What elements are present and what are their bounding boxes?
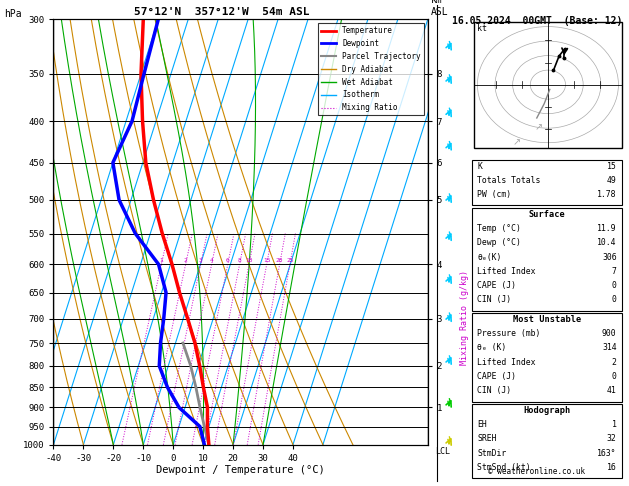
Text: 15: 15	[263, 258, 270, 262]
Text: 16.05.2024  00GMT  (Base: 12): 16.05.2024 00GMT (Base: 12)	[452, 16, 622, 26]
Legend: Temperature, Dewpoint, Parcel Trajectory, Dry Adiabat, Wet Adiabat, Isotherm, Mi: Temperature, Dewpoint, Parcel Trajectory…	[318, 23, 424, 115]
Bar	[474, 21, 622, 148]
Text: 57°12'N  357°12'W  54m ASL: 57°12'N 357°12'W 54m ASL	[134, 7, 309, 17]
Text: hPa: hPa	[4, 9, 21, 19]
Text: Most Unstable: Most Unstable	[513, 315, 581, 324]
Text: θₑ (K): θₑ (K)	[477, 344, 507, 352]
Text: 900: 900	[602, 329, 616, 338]
Bar	[472, 404, 622, 478]
X-axis label: Dewpoint / Temperature (°C): Dewpoint / Temperature (°C)	[156, 466, 325, 475]
Text: LCL: LCL	[435, 447, 450, 456]
Text: EH: EH	[477, 420, 487, 429]
Text: 4: 4	[209, 258, 213, 262]
Text: 10: 10	[245, 258, 253, 262]
Text: StmSpd (kt): StmSpd (kt)	[477, 463, 531, 472]
Text: 0: 0	[611, 295, 616, 304]
Text: ↗: ↗	[512, 137, 520, 147]
Text: 0: 0	[611, 372, 616, 381]
Text: Mixing Ratio (g/kg): Mixing Ratio (g/kg)	[460, 270, 469, 364]
Text: Temp (°C): Temp (°C)	[477, 224, 521, 233]
Text: 15: 15	[607, 161, 616, 171]
Text: 11.9: 11.9	[597, 224, 616, 233]
Text: K: K	[477, 161, 482, 171]
Text: 1.78: 1.78	[597, 190, 616, 199]
Text: 6: 6	[226, 258, 230, 262]
Text: PW (cm): PW (cm)	[477, 190, 511, 199]
Text: Lifted Index: Lifted Index	[477, 358, 536, 367]
Text: 0: 0	[611, 281, 616, 290]
Text: 1: 1	[611, 420, 616, 429]
Bar	[472, 313, 622, 401]
Text: 2: 2	[611, 358, 616, 367]
Text: Surface: Surface	[528, 209, 565, 219]
Text: 7: 7	[611, 267, 616, 276]
Text: 32: 32	[607, 434, 616, 443]
Text: 16: 16	[607, 463, 616, 472]
Text: 3: 3	[199, 258, 203, 262]
Bar	[472, 159, 622, 206]
Text: θₑ(K): θₑ(K)	[477, 253, 502, 261]
Text: CAPE (J): CAPE (J)	[477, 372, 516, 381]
Text: 306: 306	[602, 253, 616, 261]
Text: 8: 8	[238, 258, 242, 262]
Text: 41: 41	[607, 386, 616, 395]
Text: SREH: SREH	[477, 434, 497, 443]
Text: 49: 49	[607, 176, 616, 185]
Text: 314: 314	[602, 344, 616, 352]
Text: ↗: ↗	[535, 122, 543, 133]
Text: 20: 20	[276, 258, 284, 262]
Text: CIN (J): CIN (J)	[477, 295, 511, 304]
Text: Hodograph: Hodograph	[523, 406, 571, 415]
Text: CIN (J): CIN (J)	[477, 386, 511, 395]
Bar	[472, 208, 622, 311]
Text: StmDir: StmDir	[477, 449, 507, 458]
Text: Dewp (°C): Dewp (°C)	[477, 238, 521, 247]
Text: 1: 1	[160, 258, 164, 262]
Text: CAPE (J): CAPE (J)	[477, 281, 516, 290]
Text: Pressure (mb): Pressure (mb)	[477, 329, 541, 338]
Text: kt: kt	[477, 24, 487, 33]
Text: 2: 2	[184, 258, 187, 262]
Text: Totals Totals: Totals Totals	[477, 176, 541, 185]
Text: Lifted Index: Lifted Index	[477, 267, 536, 276]
Text: © weatheronline.co.uk: © weatheronline.co.uk	[488, 468, 586, 476]
Text: 163°: 163°	[597, 449, 616, 458]
Text: 10.4: 10.4	[597, 238, 616, 247]
Text: km
ASL: km ASL	[431, 0, 448, 17]
Text: 25: 25	[286, 258, 294, 262]
